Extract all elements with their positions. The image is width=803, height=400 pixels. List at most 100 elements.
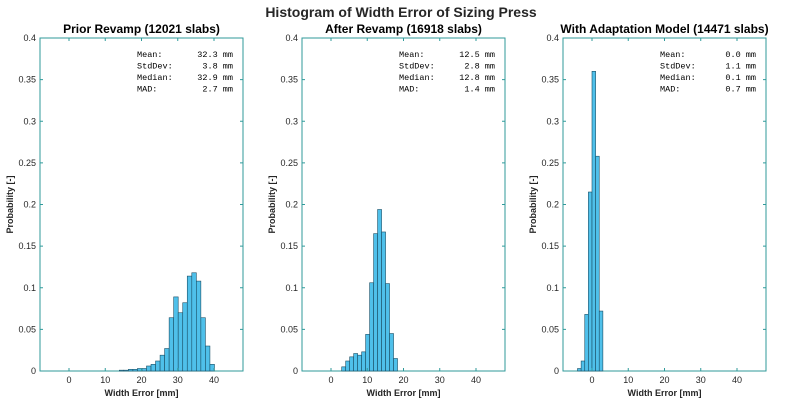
stat-label: Median: xyxy=(660,73,696,83)
stats-box: Mean: 12.5 mm StdDev: 2.8 mm Median: 12.8 mm M… xyxy=(399,50,495,95)
panel-1: Prior Revamp (12021 slabs) 0 10 20 30 40 0 0.05… xyxy=(5,22,244,398)
y-tick-label: 0.2 xyxy=(285,200,298,210)
histogram-bar xyxy=(393,358,398,372)
x-tick-label: 10 xyxy=(362,375,372,385)
histogram-bar xyxy=(381,231,386,372)
histogram-bar xyxy=(357,354,362,372)
stat-value: 1.4 mm xyxy=(464,85,495,95)
y-tick-label: 0.2 xyxy=(23,200,36,210)
y-tick-label: 0 xyxy=(31,366,36,376)
y-axis-label: Probability [-] xyxy=(528,175,538,233)
x-axis-label: Width Error [mm] xyxy=(105,388,179,398)
stat-value: 2.8 mm xyxy=(464,62,495,72)
panels: Prior Revamp (12021 slabs) 0 10 20 30 40 0 0.05… xyxy=(5,22,769,398)
figure-title: Histogram of Width Error of Sizing Press xyxy=(265,4,537,20)
histogram-bar xyxy=(373,233,378,372)
y-tick-label: 0.3 xyxy=(23,116,36,126)
histogram-bar xyxy=(123,369,129,372)
x-tick-label: 10 xyxy=(100,375,110,385)
histogram-bar xyxy=(385,283,390,372)
stat-label: MAD: xyxy=(399,85,419,95)
histogram-bar xyxy=(205,345,211,372)
panel-title: With Adaptation Model (14471 slabs) xyxy=(560,22,768,36)
stat-label: Mean: xyxy=(399,50,425,60)
y-tick-label: 0.3 xyxy=(285,116,298,126)
histogram-bar xyxy=(128,369,134,372)
histogram-bar xyxy=(164,348,170,372)
histogram-bar xyxy=(159,354,165,372)
histogram-bar xyxy=(361,351,366,372)
y-tick-label: 0.4 xyxy=(546,33,559,43)
histogram-bar xyxy=(595,155,600,372)
stats-box: Mean: 32.3 mm StdDev: 3.8 mm Median: 32.9 mm M… xyxy=(137,50,233,95)
y-tick-label: 0.1 xyxy=(546,283,559,293)
stat-label: StdDev: xyxy=(399,62,435,72)
x-axis-label: Width Error [mm] xyxy=(367,388,441,398)
histogram-bar xyxy=(353,353,358,372)
x-tick-label: 10 xyxy=(623,375,633,385)
histogram-bar xyxy=(591,71,596,372)
histogram-bar xyxy=(186,275,193,372)
y-tick-label: 0.15 xyxy=(280,241,298,251)
stat-label: StdDev: xyxy=(660,62,696,72)
histogram-bar xyxy=(349,356,354,372)
stat-label: Median: xyxy=(399,73,435,83)
histogram-bar xyxy=(182,302,188,372)
histogram-bar xyxy=(580,360,586,372)
histogram-bar xyxy=(200,317,206,372)
x-tick-label: 40 xyxy=(732,375,742,385)
y-tick-label: 0.4 xyxy=(285,33,298,43)
stat-value: 0.0 mm xyxy=(725,50,756,60)
stat-label: MAD: xyxy=(660,85,680,95)
histogram-bar xyxy=(196,280,202,372)
stat-value: 12.8 mm xyxy=(459,73,495,83)
x-axis-label: Width Error [mm] xyxy=(628,388,702,398)
stat-value: 0.7 mm xyxy=(725,85,756,95)
stat-label: StdDev: xyxy=(137,62,173,72)
histogram-bar xyxy=(209,364,215,372)
y-tick-label: 0.15 xyxy=(18,241,36,251)
x-tick-label: 30 xyxy=(173,375,183,385)
stat-label: MAD: xyxy=(137,85,157,95)
stat-value: 2.7 mm xyxy=(202,85,233,95)
stat-value: 1.1 mm xyxy=(725,62,756,72)
x-tick-label: 20 xyxy=(659,375,669,385)
stat-value: 0.1 mm xyxy=(725,73,756,83)
histogram-bar xyxy=(141,368,147,372)
y-axis-label: Probability [-] xyxy=(267,175,277,233)
histogram-bar xyxy=(345,360,350,372)
y-tick-label: 0.05 xyxy=(541,324,559,334)
x-tick-label: 0 xyxy=(328,375,333,385)
y-tick-label: 0.25 xyxy=(280,158,298,168)
y-tick-label: 0.25 xyxy=(18,158,36,168)
stat-value: 12.5 mm xyxy=(459,50,495,60)
stat-value: 3.8 mm xyxy=(202,62,233,72)
y-tick-label: 0.35 xyxy=(280,75,298,85)
histogram-bar xyxy=(365,334,370,372)
y-tick-label: 0.1 xyxy=(23,283,36,293)
stat-value: 32.3 mm xyxy=(197,50,233,60)
histogram-bar xyxy=(168,317,174,372)
histogram-bar xyxy=(577,368,582,372)
histogram-bar xyxy=(118,369,125,372)
y-tick-label: 0.05 xyxy=(280,324,298,334)
histogram-bar xyxy=(132,369,138,372)
histogram-bar xyxy=(173,296,179,372)
x-tick-label: 40 xyxy=(209,375,219,385)
histogram-bar xyxy=(598,310,604,372)
panel-title: Prior Revamp (12021 slabs) xyxy=(63,22,220,36)
histogram-bar xyxy=(588,191,593,372)
y-tick-label: 0.4 xyxy=(23,33,36,43)
y-tick-label: 0.15 xyxy=(541,241,559,251)
histogram-bar xyxy=(150,364,156,372)
y-tick-label: 0.1 xyxy=(285,283,298,293)
stat-value: 32.9 mm xyxy=(197,73,233,83)
x-tick-label: 0 xyxy=(66,375,71,385)
y-tick-label: 0 xyxy=(554,366,559,376)
stats-box: Mean: 0.0 mm StdDev: 1.1 mm Median: 0.1 mm MAD… xyxy=(660,50,756,95)
panel-title: After Revamp (16918 slabs) xyxy=(325,22,482,36)
stat-label: Mean: xyxy=(660,50,686,60)
panel-3: With Adaptation Model (14471 slabs) 0 10 20… xyxy=(528,22,769,398)
y-tick-label: 0.2 xyxy=(546,200,559,210)
